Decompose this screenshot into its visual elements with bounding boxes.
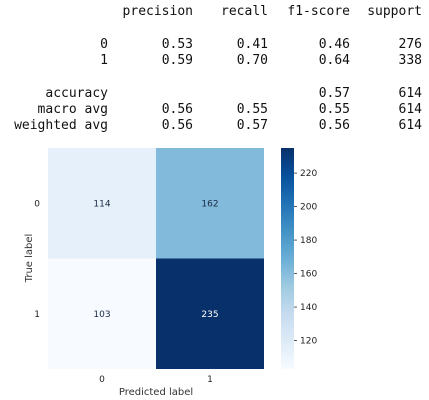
row-label: 1 [100, 53, 108, 68]
y-tick-label: 1 [34, 310, 40, 320]
row-value: 0.57 [318, 86, 350, 101]
heatmap-cell [156, 258, 264, 369]
header-precision: precision [122, 4, 193, 19]
y-axis-label: True label [24, 234, 35, 284]
row-value: 338 [398, 53, 422, 68]
row-value: 0.64 [318, 53, 350, 68]
heatmap-cell [156, 148, 264, 259]
row-label: macro avg [37, 102, 108, 117]
cell-value-label: 103 [93, 310, 110, 320]
row-value: 614 [398, 86, 422, 101]
colorbar-tick-label: 180 [300, 236, 317, 246]
cell-value-label: 235 [201, 310, 218, 320]
colorbar-ticks: 120 140 160 180 200 220 [294, 169, 317, 347]
row-label: weighted avg [14, 118, 108, 133]
row-value: 0.57 [236, 118, 268, 133]
row-value: 0.41 [236, 37, 268, 52]
row-value: 614 [398, 102, 422, 117]
heatmap-cell [48, 148, 156, 259]
colorbar [281, 148, 294, 369]
cell-value-label: 114 [93, 199, 110, 209]
row-value: 0.46 [318, 37, 350, 52]
row-value: 276 [398, 37, 422, 52]
colorbar-tick-label: 220 [300, 169, 317, 179]
colorbar-tick-label: 120 [300, 337, 317, 347]
row-value: 0.70 [236, 53, 268, 68]
row-value: 0.55 [236, 102, 268, 117]
colorbar-tick-label: 140 [300, 303, 317, 313]
row-value: 0.56 [161, 118, 193, 133]
row-value: 0.53 [161, 37, 193, 52]
row-value: 614 [398, 118, 422, 133]
row-label: 0 [100, 37, 108, 52]
cell-value-label: 162 [201, 199, 218, 209]
row-value: 0.56 [318, 118, 350, 133]
row-value: 0.55 [318, 102, 350, 117]
x-tick-label: 1 [207, 375, 213, 385]
header-f1-score: f1-score [287, 4, 350, 19]
header-support: support [367, 4, 422, 19]
row-value: 0.56 [161, 102, 193, 117]
heatmap-labels: 114 162 103 235 0 1 0 1 [34, 199, 218, 385]
colorbar-tick-label: 200 [300, 203, 317, 213]
y-tick-label: 0 [34, 199, 40, 209]
row-label: accuracy [45, 86, 108, 101]
header-recall: recall [221, 4, 268, 19]
classification-report: precision recall f1-score support 0 0.53… [0, 0, 429, 145]
row-value: 0.59 [161, 53, 193, 68]
x-axis-label: Predicted label [119, 387, 193, 398]
heatmap-cell [48, 258, 156, 369]
heatmap-cells [48, 148, 264, 369]
x-tick-label: 0 [99, 375, 105, 385]
colorbar-tick-label: 160 [300, 270, 317, 280]
